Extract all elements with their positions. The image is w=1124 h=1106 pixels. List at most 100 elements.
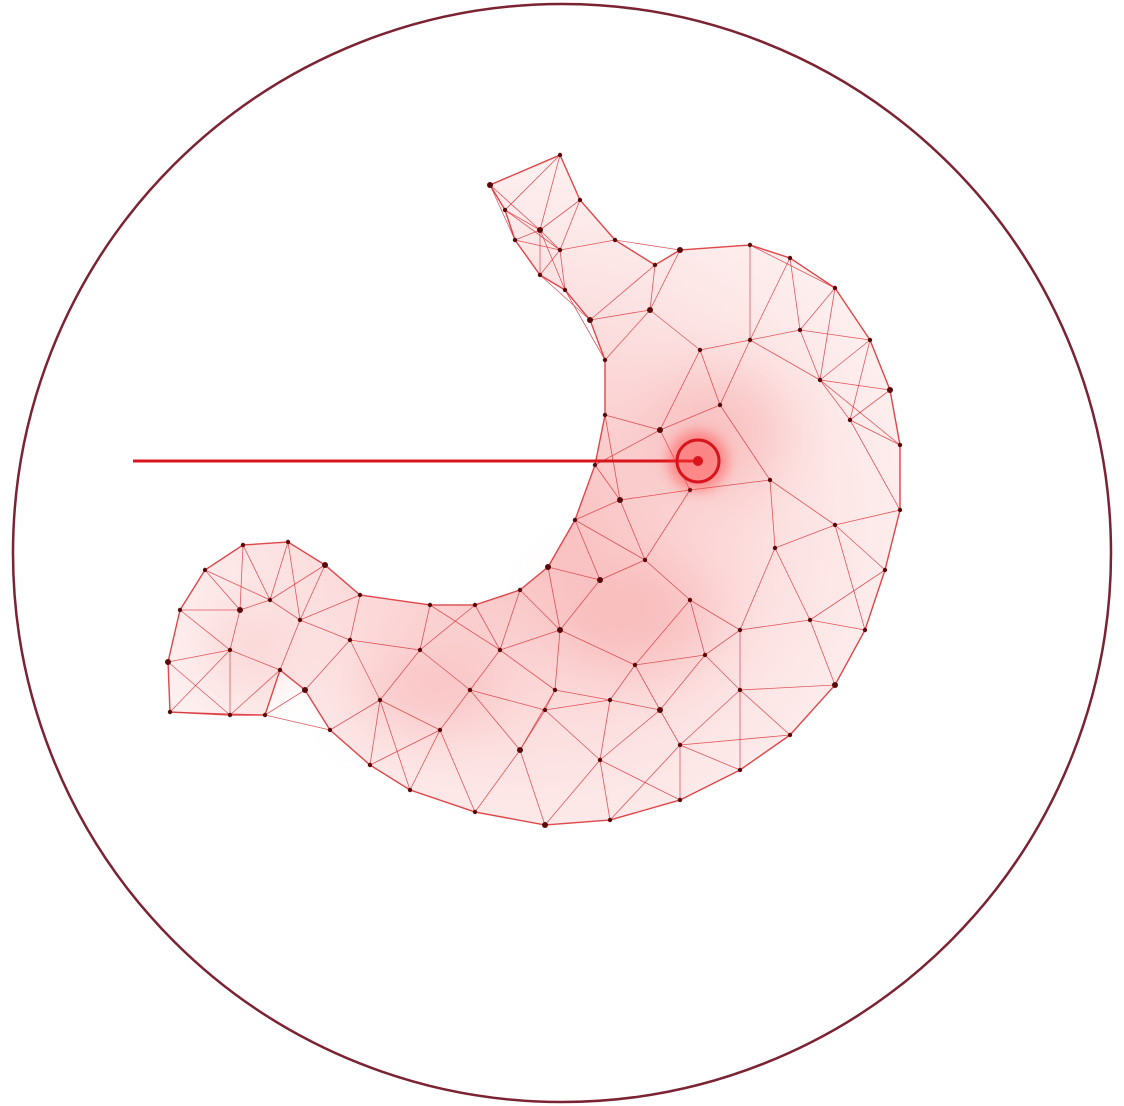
mesh-edge [594, 429, 661, 466]
mesh-node [817, 377, 823, 383]
mesh-edge [769, 479, 776, 549]
stomach-body [167, 154, 901, 826]
mesh-edge [604, 309, 651, 361]
mesh-edge [547, 566, 601, 581]
mesh-edge [359, 594, 431, 606]
mesh-edge [539, 199, 581, 231]
mesh-edge [749, 329, 801, 341]
mesh-edge [864, 569, 886, 631]
mesh-edge [489, 184, 506, 211]
mesh-node [632, 662, 638, 668]
mesh-edge [869, 339, 891, 391]
mesh-edge [634, 654, 706, 666]
mesh-node [545, 564, 551, 570]
mesh-edge [659, 349, 701, 431]
mesh [167, 154, 901, 826]
mesh-edge [419, 604, 431, 651]
mesh-node [165, 659, 171, 665]
mesh-edge [834, 524, 886, 571]
mesh-node [517, 587, 523, 593]
mesh-edge [489, 184, 516, 241]
mesh-edge [179, 609, 231, 651]
mesh-node [587, 317, 593, 323]
mesh-edge [749, 244, 836, 289]
mesh-edge [559, 249, 566, 291]
mesh-edge [169, 649, 231, 713]
mesh-edge [849, 419, 901, 511]
mesh-edge [809, 569, 886, 621]
mesh-node [882, 567, 888, 573]
mesh-edge [167, 661, 171, 713]
mesh-edge [789, 684, 836, 736]
mesh-node [787, 732, 793, 738]
marker-ring [675, 438, 721, 484]
mesh-edge [774, 524, 836, 549]
mesh-edge [474, 589, 521, 606]
mesh-edge [679, 689, 741, 746]
mesh-edge [599, 759, 611, 821]
mesh-node [537, 227, 543, 233]
mesh-node [847, 417, 853, 423]
mesh-node [227, 647, 233, 653]
mesh-node [717, 402, 723, 408]
mesh-edge [559, 629, 636, 666]
mesh-node [437, 727, 443, 733]
mesh-edge [809, 619, 836, 686]
mesh-node [652, 262, 658, 268]
mesh-node [787, 255, 793, 261]
mesh-node [302, 687, 308, 693]
mesh-edge [544, 709, 601, 761]
mesh-edge [554, 629, 561, 691]
mesh-node [697, 347, 703, 353]
mesh-edge [379, 649, 421, 701]
mesh-edge [799, 329, 871, 341]
mesh-edge [574, 464, 596, 521]
mesh-edge [469, 689, 546, 711]
mesh-node [607, 817, 613, 823]
mesh-node [427, 602, 433, 608]
mesh-node [807, 617, 813, 623]
mesh-edge [299, 619, 351, 641]
mesh-edge [369, 699, 381, 766]
mesh-edge [514, 229, 541, 241]
mesh-edge [659, 404, 721, 431]
mesh-node [747, 337, 753, 343]
mesh-node [677, 742, 683, 748]
mesh-node [832, 285, 838, 291]
mesh-edge [499, 649, 556, 691]
mesh-edge [699, 349, 721, 406]
mesh-edge [819, 379, 901, 446]
mesh-edge [589, 319, 606, 361]
mesh-edge [499, 629, 561, 651]
mesh-node [592, 462, 598, 468]
mesh-node [537, 272, 543, 278]
mesh-edge [889, 389, 901, 446]
mesh-node [467, 687, 473, 693]
mesh-edge [769, 479, 836, 526]
mesh-edge [654, 249, 681, 266]
mesh-node [557, 627, 563, 633]
mesh-edge [499, 589, 521, 651]
mesh-node [377, 697, 383, 703]
mesh-node [227, 712, 233, 718]
mesh-edge [287, 541, 301, 621]
mesh-edge [304, 639, 351, 691]
mesh-edge [242, 544, 271, 601]
mesh-node [562, 287, 568, 293]
mesh-edge [329, 699, 381, 731]
mesh-edge [739, 689, 791, 736]
mesh-edge [287, 541, 326, 566]
mesh-edge [609, 744, 681, 821]
mesh-edge [504, 209, 541, 231]
mesh-edge [544, 819, 611, 826]
mesh-edge [519, 749, 546, 826]
mesh-edge [599, 559, 646, 581]
mesh-edge [789, 257, 836, 289]
mesh-edge [749, 257, 791, 341]
mesh-node [407, 787, 413, 793]
mesh-node [472, 809, 478, 815]
mesh-edge [264, 689, 306, 716]
mesh-node [617, 497, 623, 503]
mesh-edge [564, 289, 606, 361]
